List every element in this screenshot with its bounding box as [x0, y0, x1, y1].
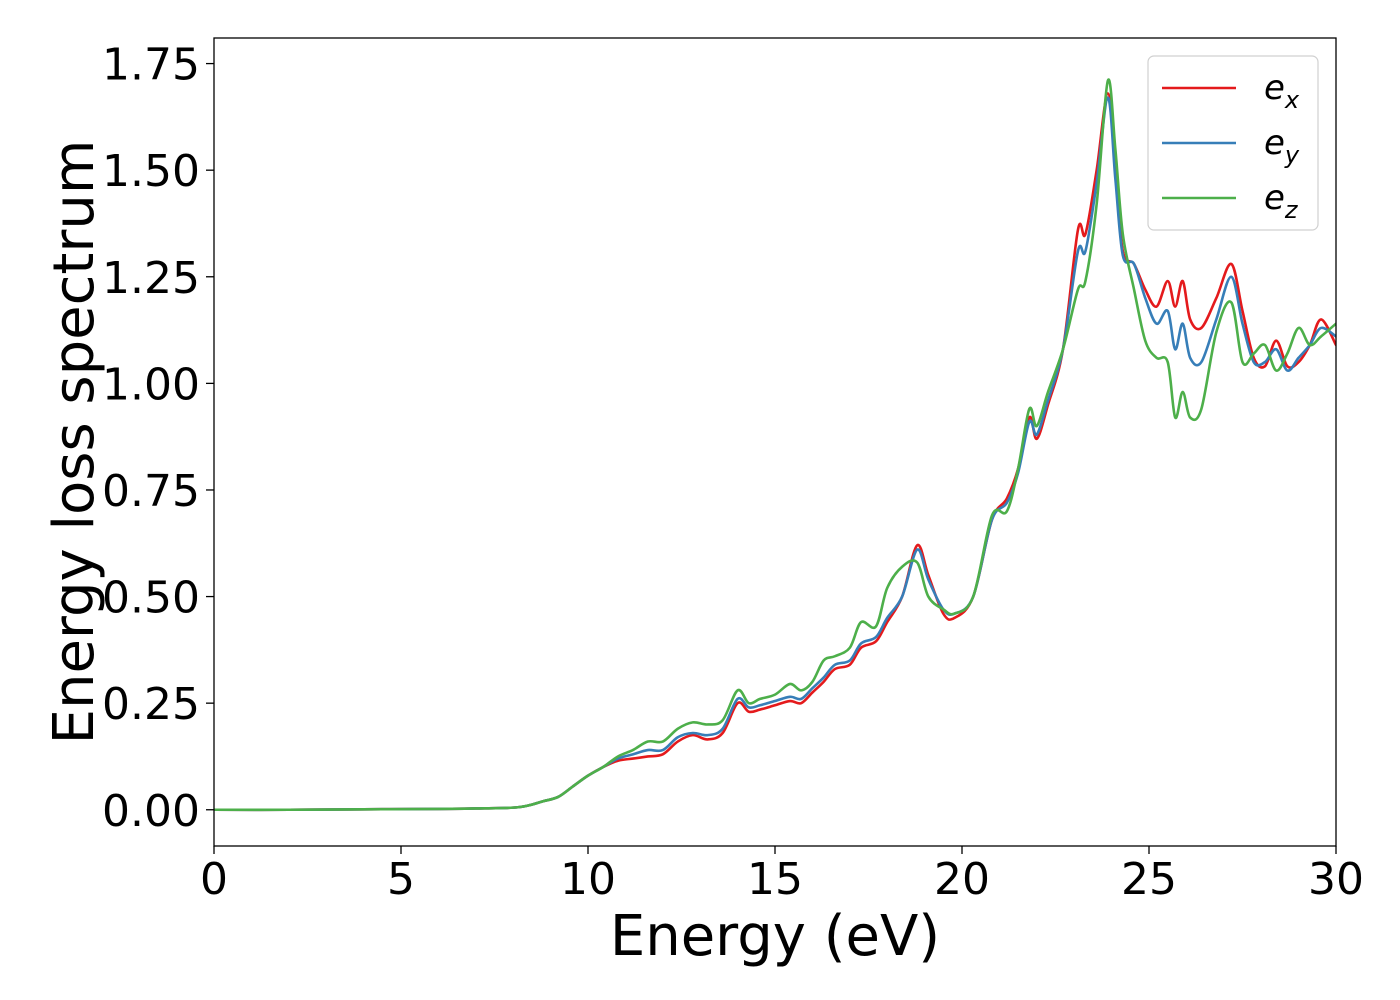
x-axis: 0 5 10 15 20 25 30 — [200, 846, 1364, 905]
x-tick-label: 25 — [1121, 854, 1177, 905]
y-tick-label: 1.50 — [102, 146, 200, 197]
x-tick-label: 20 — [934, 854, 990, 905]
y-tick-label: 1.25 — [102, 253, 200, 304]
x-tick-label: 30 — [1308, 854, 1364, 905]
x-tick-label: 5 — [387, 854, 415, 905]
plot-series — [214, 78, 1336, 812]
y-axis: 0.00 0.25 0.50 0.75 1.00 1.25 1.50 1.75 — [102, 40, 214, 837]
y-axis-title: Energy loss spectrum — [42, 140, 107, 745]
y-tick-label: 0.75 — [102, 466, 200, 517]
y-tick-label: 0.50 — [102, 573, 200, 624]
y-tick-label: 0.00 — [102, 786, 200, 837]
y-tick-label: 1.00 — [102, 359, 200, 410]
y-tick-label: 0.25 — [102, 679, 200, 730]
x-axis-title: Energy (eV) — [610, 904, 940, 969]
y-tick-label: 1.75 — [102, 40, 200, 91]
series-line-z — [214, 78, 1336, 812]
x-tick-label: 10 — [560, 854, 616, 905]
x-tick-label: 15 — [747, 854, 803, 905]
x-tick-label: 0 — [200, 854, 228, 905]
